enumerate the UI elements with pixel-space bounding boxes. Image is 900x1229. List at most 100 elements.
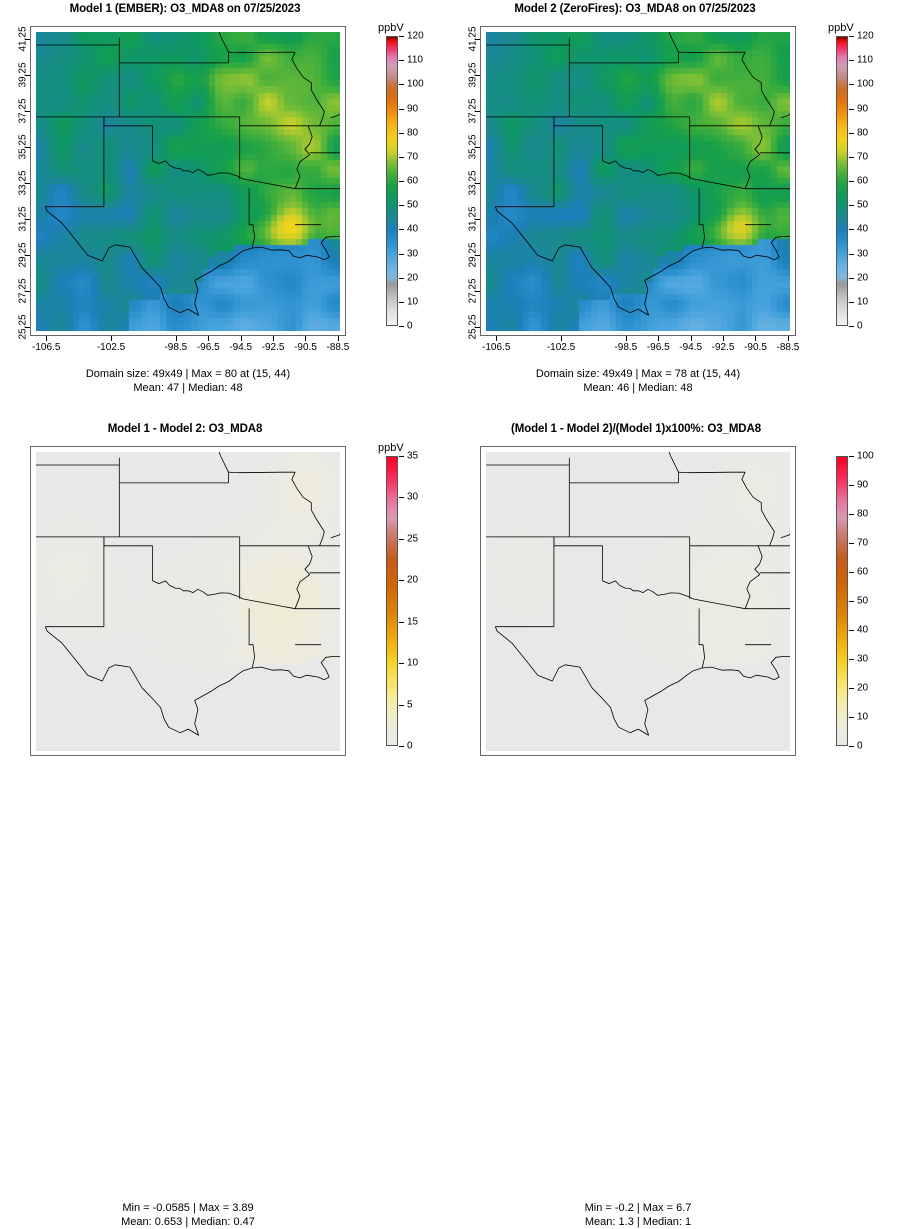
colorbar-unit-label: ppbV [378,22,404,34]
colorbar-tick [849,302,854,303]
colorbar-tick [849,485,854,486]
colorbar-tick-label: 90 [407,103,418,114]
plot-area [480,446,796,756]
x-axis-tick [208,336,209,341]
colorbar-tick-label: 90 [857,480,868,491]
x-axis-tick [723,336,724,341]
x-axis-tick-label: -102.5 [97,342,125,353]
colorbar-tick [849,254,854,255]
panel-bottom-right: (Model 1 - Model 2)/(Model 1)x100%: O3_M… [450,420,900,840]
panel-footer: Min = -0.2 | Max = 6.7 Mean: 1.3 | Media… [450,1202,826,1229]
colorbar-tick-label: 0 [857,321,863,332]
colorbar-tick-label: 40 [857,625,868,636]
y-axis-tick-label: 31.25 [18,219,29,244]
colorbar-tick [849,746,854,747]
footer-line-2: Mean: 0.653 | Median: 0.47 [0,1216,376,1229]
panel-title: Model 1 (EMBER): O3_MDA8 on 07/25/2023 [0,3,370,15]
y-axis-tick-label: 35.25 [18,147,29,172]
colorbar-tick [849,456,854,457]
colorbar-unit-label: ppbV [828,22,854,34]
x-axis-tick-label: -102.5 [547,342,575,353]
colorbar-tick-label: 100 [857,451,874,462]
x-axis-tick-label: -94.5 [679,342,702,353]
colorbar-tick [849,630,854,631]
colorbar-tick [399,157,404,158]
colorbar-tick-label: 90 [857,103,868,114]
colorbar-tick-label: 20 [407,272,418,283]
colorbar [386,456,398,746]
colorbar-tick-label: 60 [857,176,868,187]
footer-line-1: Min = -0.2 | Max = 6.7 [450,1202,826,1216]
colorbar-tick [399,539,404,540]
colorbar [836,456,848,746]
x-axis-tick [561,336,562,341]
colorbar-tick-label: 80 [857,509,868,520]
colorbar-tick [849,205,854,206]
colorbar-tick [849,84,854,85]
x-axis-tick [241,336,242,341]
y-axis-tick-label: 39.25 [468,75,479,100]
colorbar-tick [399,181,404,182]
x-axis-tick-label: -98.5 [164,342,187,353]
x-axis-tick [691,336,692,341]
colorbar-tick-label: 20 [407,575,418,586]
colorbar-tick-label: 60 [407,176,418,187]
x-axis-tick [176,336,177,341]
colorbar-tick [849,717,854,718]
colorbar-tick [399,663,404,664]
colorbar-tick-label: 80 [407,127,418,138]
x-axis-tick-label: -88.5 [776,342,799,353]
colorbar-tick-label: 50 [857,200,868,211]
colorbar-tick [849,36,854,37]
ozone-field-canvas [486,32,790,331]
colorbar-tick [399,133,404,134]
colorbar-tick-label: 35 [407,451,418,462]
panel-footer: Domain size: 49x49 | Max = 78 at (15, 44… [450,368,826,395]
colorbar-tick-label: 15 [407,616,418,627]
colorbar-tick-label: 0 [857,741,863,752]
panel-title: Model 1 - Model 2: O3_MDA8 [0,423,370,435]
panel-footer: Domain size: 49x49 | Max = 80 at (15, 44… [0,368,376,395]
panel-footer: Min = -0.0585 | Max = 3.89 Mean: 0.653 |… [0,1202,376,1229]
colorbar-tick [849,181,854,182]
y-axis-tick-label: 27.25 [468,291,479,316]
colorbar-tick-label: 110 [857,55,873,66]
plot-area [30,446,346,756]
colorbar [836,36,848,326]
x-axis-tick [111,336,112,341]
x-axis-tick-label: -92.5 [712,342,735,353]
panel-title: Model 2 (ZeroFires): O3_MDA8 on 07/25/20… [450,3,820,15]
colorbar-tick-label: 30 [407,492,418,503]
y-axis-tick-label: 37.25 [468,111,479,136]
raster-image [36,32,340,331]
colorbar-tick [849,278,854,279]
y-axis-tick-label: 31.25 [468,219,479,244]
colorbar-tick [399,205,404,206]
colorbar-tick-label: 50 [857,596,868,607]
panel-title: (Model 1 - Model 2)/(Model 1)x100%: O3_M… [450,423,822,435]
x-axis-tick-label: -88.5 [326,342,349,353]
colorbar-tick [399,746,404,747]
colorbar-tick [399,705,404,706]
colorbar-tick-label: 0 [407,741,413,752]
y-axis-tick-label: 29.25 [468,255,479,280]
x-axis-tick-label: -90.5 [294,342,317,353]
difference-field-canvas [36,452,340,751]
x-axis-tick [626,336,627,341]
colorbar-tick-label: 30 [407,248,418,259]
colorbar-tick [399,254,404,255]
x-axis: -106.5-102.5-98.5-96.5-94.5-92.5-90.5-88… [480,336,796,362]
colorbar [386,36,398,326]
x-axis-tick-label: -106.5 [32,342,60,353]
colorbar-tick-label: 5 [407,699,413,710]
x-axis-tick-label: -94.5 [229,342,252,353]
x-axis-tick [788,336,789,341]
y-axis-tick-label: 25.25 [18,327,29,352]
x-axis-tick-label: -92.5 [262,342,285,353]
colorbar-tick-label: 120 [407,31,424,42]
colorbar-tick [399,497,404,498]
